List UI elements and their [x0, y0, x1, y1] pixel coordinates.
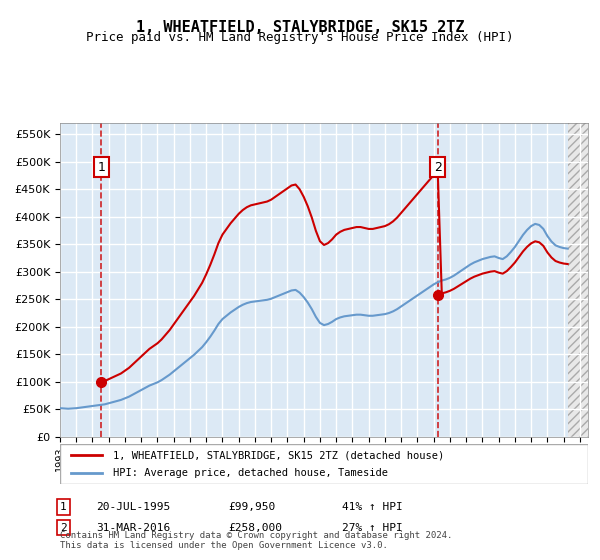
Text: Contains HM Land Registry data © Crown copyright and database right 2024.
This d: Contains HM Land Registry data © Crown c…: [60, 530, 452, 550]
Text: 1: 1: [60, 502, 67, 512]
FancyBboxPatch shape: [60, 444, 588, 484]
Text: 20-JUL-1995: 20-JUL-1995: [96, 502, 170, 512]
Text: 1, WHEATFIELD, STALYBRIDGE, SK15 2TZ: 1, WHEATFIELD, STALYBRIDGE, SK15 2TZ: [136, 20, 464, 35]
Text: £99,950: £99,950: [228, 502, 275, 512]
Text: HPI: Average price, detached house, Tameside: HPI: Average price, detached house, Tame…: [113, 468, 388, 478]
Text: 31-MAR-2016: 31-MAR-2016: [96, 522, 170, 533]
Text: £258,000: £258,000: [228, 522, 282, 533]
Text: 41% ↑ HPI: 41% ↑ HPI: [342, 502, 403, 512]
Text: 1: 1: [97, 161, 106, 174]
Text: 2: 2: [60, 522, 67, 533]
Bar: [568, 123, 588, 437]
Text: Price paid vs. HM Land Registry's House Price Index (HPI): Price paid vs. HM Land Registry's House …: [86, 31, 514, 44]
Text: 2: 2: [434, 161, 442, 174]
Text: 27% ↑ HPI: 27% ↑ HPI: [342, 522, 403, 533]
Text: 1, WHEATFIELD, STALYBRIDGE, SK15 2TZ (detached house): 1, WHEATFIELD, STALYBRIDGE, SK15 2TZ (de…: [113, 450, 444, 460]
